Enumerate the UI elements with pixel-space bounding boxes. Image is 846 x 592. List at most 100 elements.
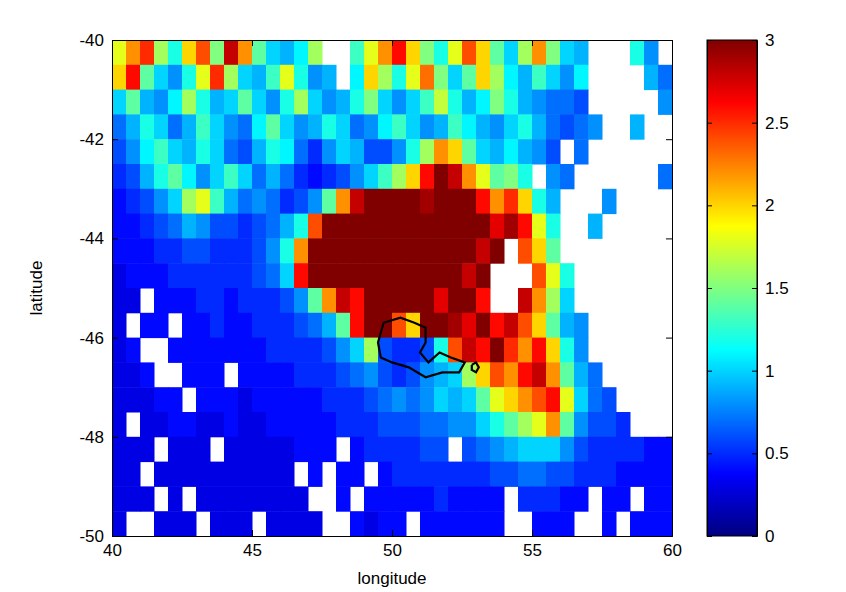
cell (588, 462, 603, 487)
cell (336, 238, 351, 263)
cell (448, 462, 463, 487)
cell (588, 114, 603, 139)
cell (140, 437, 155, 462)
cell (182, 40, 197, 65)
cell (490, 65, 505, 90)
cell (154, 238, 169, 263)
cell (532, 65, 547, 90)
cell (476, 114, 491, 139)
cell (504, 214, 519, 239)
cell (168, 486, 183, 511)
cell (112, 313, 127, 338)
cell (252, 139, 267, 164)
cell (350, 90, 365, 115)
tick (666, 437, 672, 438)
cell (126, 139, 141, 164)
cell (546, 114, 561, 139)
cell (168, 511, 183, 536)
cell (182, 338, 197, 363)
cell (392, 412, 407, 437)
tick: -46 (79, 329, 118, 348)
cell (462, 387, 477, 412)
cell (308, 214, 323, 239)
cell (364, 437, 379, 462)
cell (378, 437, 393, 462)
cell (448, 486, 463, 511)
cell (532, 288, 547, 313)
cell (574, 139, 589, 164)
tick: 55 (523, 530, 542, 560)
cell (420, 164, 435, 189)
cell (392, 139, 407, 164)
cell (224, 387, 239, 412)
cell (448, 40, 463, 65)
cell (462, 238, 477, 263)
cell (196, 164, 211, 189)
cell (658, 486, 672, 511)
cell (364, 313, 379, 338)
cell (308, 338, 323, 363)
cell (420, 486, 435, 511)
tick: 45 (243, 530, 262, 560)
cell (196, 338, 211, 363)
cell (182, 362, 197, 387)
cell (616, 462, 631, 487)
cell (196, 238, 211, 263)
cell (196, 90, 211, 115)
cell (518, 486, 533, 511)
cell (574, 65, 589, 90)
chart: 4045505560-50-48-46-44-42-40longitudelat… (0, 0, 846, 592)
cell (378, 362, 393, 387)
axis-line (666, 41, 673, 537)
cell (322, 362, 337, 387)
cell (364, 65, 379, 90)
cell (560, 486, 575, 511)
cell (252, 412, 267, 437)
cell (266, 313, 281, 338)
tick-mark (666, 139, 672, 140)
cell (462, 437, 477, 462)
cell (364, 362, 379, 387)
cell (378, 238, 393, 263)
cell (238, 437, 253, 462)
cell (588, 387, 603, 412)
cell (168, 238, 183, 263)
cell (322, 189, 337, 214)
cell (574, 114, 589, 139)
cell (448, 90, 463, 115)
cell (308, 238, 323, 263)
cell (658, 511, 672, 536)
cell (210, 90, 225, 115)
cell (644, 486, 659, 511)
cell (126, 40, 141, 65)
cell (266, 362, 281, 387)
cell (490, 40, 505, 65)
cell (518, 338, 533, 363)
cell (518, 65, 533, 90)
cell (420, 288, 435, 313)
tick-label: 0 (765, 527, 774, 546)
cell (490, 114, 505, 139)
cell (182, 90, 197, 115)
cell (434, 65, 449, 90)
cell (350, 238, 365, 263)
cell (434, 486, 449, 511)
cell (224, 164, 239, 189)
tick-mark (666, 437, 672, 438)
cell (392, 189, 407, 214)
cell (280, 387, 295, 412)
tick (392, 40, 393, 46)
cell (182, 313, 197, 338)
tick (707, 288, 712, 289)
tick-label: -44 (79, 229, 104, 248)
cell (336, 139, 351, 164)
cell (210, 238, 225, 263)
cell (546, 387, 561, 412)
cell (126, 238, 141, 263)
cell (350, 40, 365, 65)
cell (308, 511, 323, 536)
cell (532, 338, 547, 363)
cell (378, 189, 393, 214)
tick: -40 (79, 31, 118, 50)
cell (140, 313, 155, 338)
